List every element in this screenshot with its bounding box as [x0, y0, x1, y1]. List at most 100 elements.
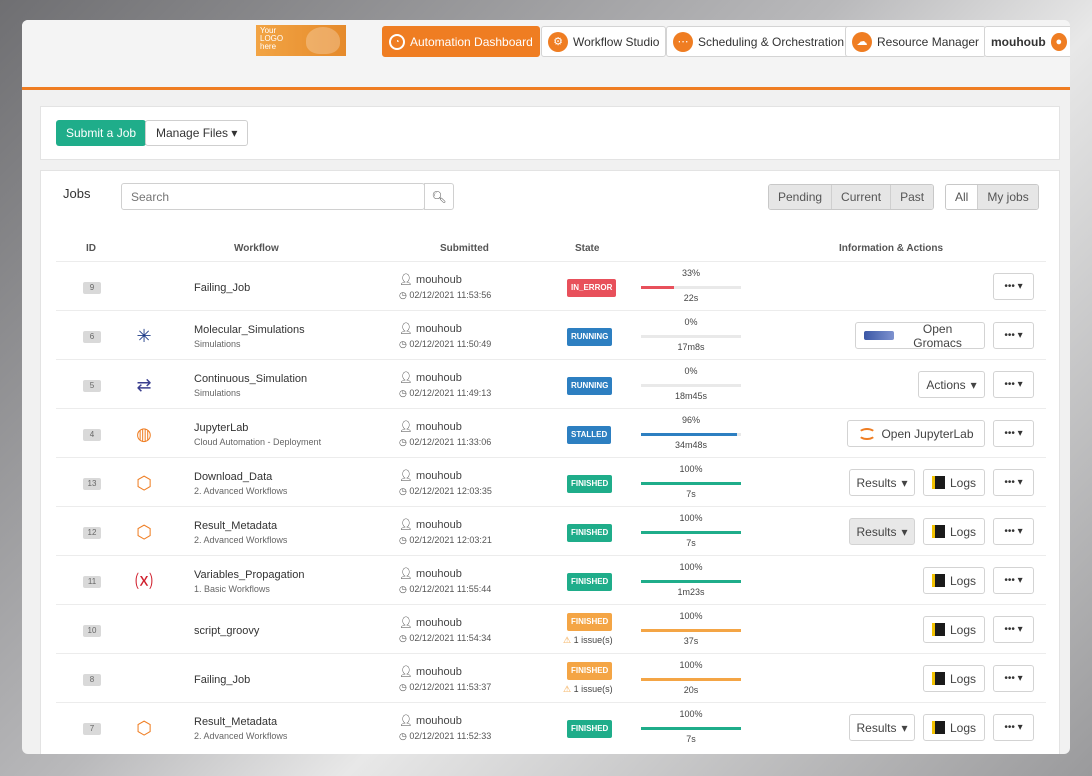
logs-button[interactable]: Logs: [923, 518, 985, 545]
tab-scheduling[interactable]: ⋯ Scheduling & Orchestration: [666, 26, 852, 57]
user-icon: 👤︎: [399, 519, 417, 531]
more-options-button[interactable]: ••• ▾: [993, 567, 1034, 594]
workflow-name[interactable]: Result_Metadata: [194, 520, 278, 532]
submitter-name: mouhoub: [416, 421, 462, 433]
col-state[interactable]: State: [575, 243, 600, 254]
progress-percent: 96%: [681, 415, 700, 425]
logs-label: Logs: [949, 622, 976, 637]
user-icon: 👤︎: [399, 470, 417, 482]
table-row[interactable]: 10 script_groovy 👤︎ mouhoub ◷ 02/12/2021 11…: [56, 604, 1046, 653]
more-options-button[interactable]: ••• ▾: [993, 665, 1034, 692]
more-options-button[interactable]: ••• ▾: [993, 518, 1034, 545]
tab-label: Resource Manager: [877, 34, 980, 49]
more-options-button[interactable]: ••• ▾: [993, 714, 1034, 741]
progress-bar: [641, 433, 741, 436]
manage-files-label: Manage Files: [156, 126, 229, 140]
scope-my-jobs[interactable]: My jobs: [978, 185, 1038, 209]
tab-automation-dashboard[interactable]: ◔ Automation Dashboard: [382, 26, 540, 57]
user-menu[interactable]: mouhoub ●: [984, 26, 1070, 57]
table-row[interactable]: 4 ◍ JupyterLab Cloud Automation - Deploymen…: [56, 408, 1046, 457]
submitted-time: 02/12/2021 11:54:34: [409, 633, 492, 643]
table-row[interactable]: 12 ⬡ Result_Metadata 2. Advanced Workflows 👤…: [56, 506, 1046, 555]
filter-current[interactable]: Current: [832, 185, 892, 209]
table-row[interactable]: 5 ⇄ Continuous_Simulation Simulations 👤︎ mou…: [56, 359, 1046, 408]
submitter: 👤︎ mouhoub: [399, 469, 462, 482]
results-dropdown[interactable]: Results ▾: [849, 518, 915, 545]
submitter-name: mouhoub: [416, 470, 462, 482]
progress-percent: 33%: [681, 268, 700, 278]
progress-bar: [641, 286, 741, 289]
search-input[interactable]: [121, 183, 425, 210]
logs-button[interactable]: Logs: [923, 616, 985, 643]
more-options-button[interactable]: ••• ▾: [993, 273, 1034, 300]
logs-button[interactable]: Logs: [923, 567, 985, 594]
submitter-name: mouhoub: [416, 372, 462, 384]
company-logo: Your LOGO here: [256, 25, 346, 56]
issue-count[interactable]: ⚠ 1 issue(s): [563, 684, 613, 695]
submitter: 👤︎ mouhoub: [399, 518, 462, 531]
table-row[interactable]: 11 ⒳ Variables_Propagation 1. Basic Workflo…: [56, 555, 1046, 604]
tab-resource-manager[interactable]: ☁ Resource Manager: [845, 26, 987, 57]
workflow-name[interactable]: Molecular_Simulations: [194, 324, 305, 336]
workflow-name[interactable]: script_groovy: [194, 625, 260, 637]
progress-fill: [641, 629, 741, 632]
workflow-name[interactable]: Failing_Job: [194, 674, 251, 686]
clock-icon: ◷: [399, 388, 410, 398]
jobs-panel: Jobs 🔍︎ Pending Current Past All My jobs…: [40, 170, 1060, 754]
submitter: 👤︎ mouhoub: [399, 616, 462, 629]
col-id[interactable]: ID: [86, 243, 96, 254]
gauge-icon: ◔: [389, 33, 405, 50]
workflow-name[interactable]: Variables_Propagation: [194, 569, 305, 581]
jupyter-icon: ◍: [136, 423, 152, 444]
more-options-button[interactable]: ••• ▾: [993, 322, 1034, 349]
logs-icon: [932, 721, 945, 734]
progress-bar: [641, 629, 741, 632]
issue-count[interactable]: ⚠ 1 issue(s): [563, 635, 613, 646]
user-icon: 👤︎: [399, 568, 417, 580]
submit-job-button[interactable]: Submit a Job: [56, 120, 147, 146]
logs-button[interactable]: Logs: [923, 665, 985, 692]
filter-past[interactable]: Past: [891, 185, 934, 209]
results-dropdown[interactable]: Results ▾: [849, 714, 915, 741]
more-options-button[interactable]: ••• ▾: [993, 420, 1034, 447]
tab-workflow-studio[interactable]: ⚙ Workflow Studio: [541, 26, 667, 57]
progress-bar: [641, 580, 741, 583]
logs-button[interactable]: Logs: [923, 714, 985, 741]
more-options-button[interactable]: ••• ▾: [993, 371, 1034, 398]
table-row[interactable]: 8 Failing_Job 👤︎ mouhoub ◷ 02/12/2021 11:53…: [56, 653, 1046, 702]
submitted-time: 02/12/2021 11:55:44: [409, 584, 492, 594]
results-dropdown[interactable]: Results ▾: [849, 469, 915, 496]
more-options-button[interactable]: ••• ▾: [993, 469, 1034, 496]
workflow-bucket: 2. Advanced Workflows: [194, 535, 288, 545]
table-row[interactable]: 9 Failing_Job 👤︎ mouhoub ◷ 02/12/2021 11:53…: [56, 261, 1046, 310]
table-row[interactable]: 13 ⬡ Download_Data 2. Advanced Workflows 👤︎ …: [56, 457, 1046, 506]
col-submitted[interactable]: Submitted: [440, 243, 489, 254]
logs-icon: [932, 525, 945, 538]
workflow-name[interactable]: Result_Metadata: [194, 716, 278, 728]
filter-pending[interactable]: Pending: [769, 185, 833, 209]
workflow-bucket: 1. Basic Workflows: [194, 584, 270, 594]
workflow-name[interactable]: Failing_Job: [194, 282, 251, 294]
workflow-name[interactable]: JupyterLab: [194, 422, 249, 434]
manage-files-button[interactable]: Manage Files ▾: [145, 120, 249, 146]
open-gromacs-button[interactable]: Open Gromacs: [855, 322, 985, 350]
status-badge: FINISHED: [567, 613, 613, 631]
actions-dropdown[interactable]: Actions ▾: [918, 371, 985, 398]
open-jupyterlab-button[interactable]: Open JupyterLab: [847, 420, 985, 447]
workflow-name[interactable]: Download_Data: [194, 471, 273, 483]
progress-percent: 0%: [684, 317, 698, 327]
table-row[interactable]: 6 ✳ Molecular_Simulations Simulations 👤︎ mou…: [56, 310, 1046, 359]
submitted-time: 02/12/2021 11:52:33: [409, 731, 492, 741]
submitter: 👤︎ mouhoub: [399, 371, 462, 384]
submitted-date: ◷ 02/12/2021 11:53:37: [399, 682, 491, 693]
clock-icon: ◷: [399, 290, 410, 300]
logs-button[interactable]: Logs: [923, 469, 985, 496]
tab-label: Scheduling & Orchestration: [698, 34, 845, 49]
scope-all[interactable]: All: [946, 185, 979, 209]
col-workflow[interactable]: Workflow: [234, 243, 279, 254]
progress-fill: [641, 678, 741, 681]
more-options-button[interactable]: ••• ▾: [993, 616, 1034, 643]
table-row[interactable]: 7 ⬡ Result_Metadata 2. Advanced Workflows 👤︎…: [56, 702, 1046, 751]
search-icon[interactable]: 🔍︎: [424, 183, 454, 210]
workflow-name[interactable]: Continuous_Simulation: [194, 373, 308, 385]
